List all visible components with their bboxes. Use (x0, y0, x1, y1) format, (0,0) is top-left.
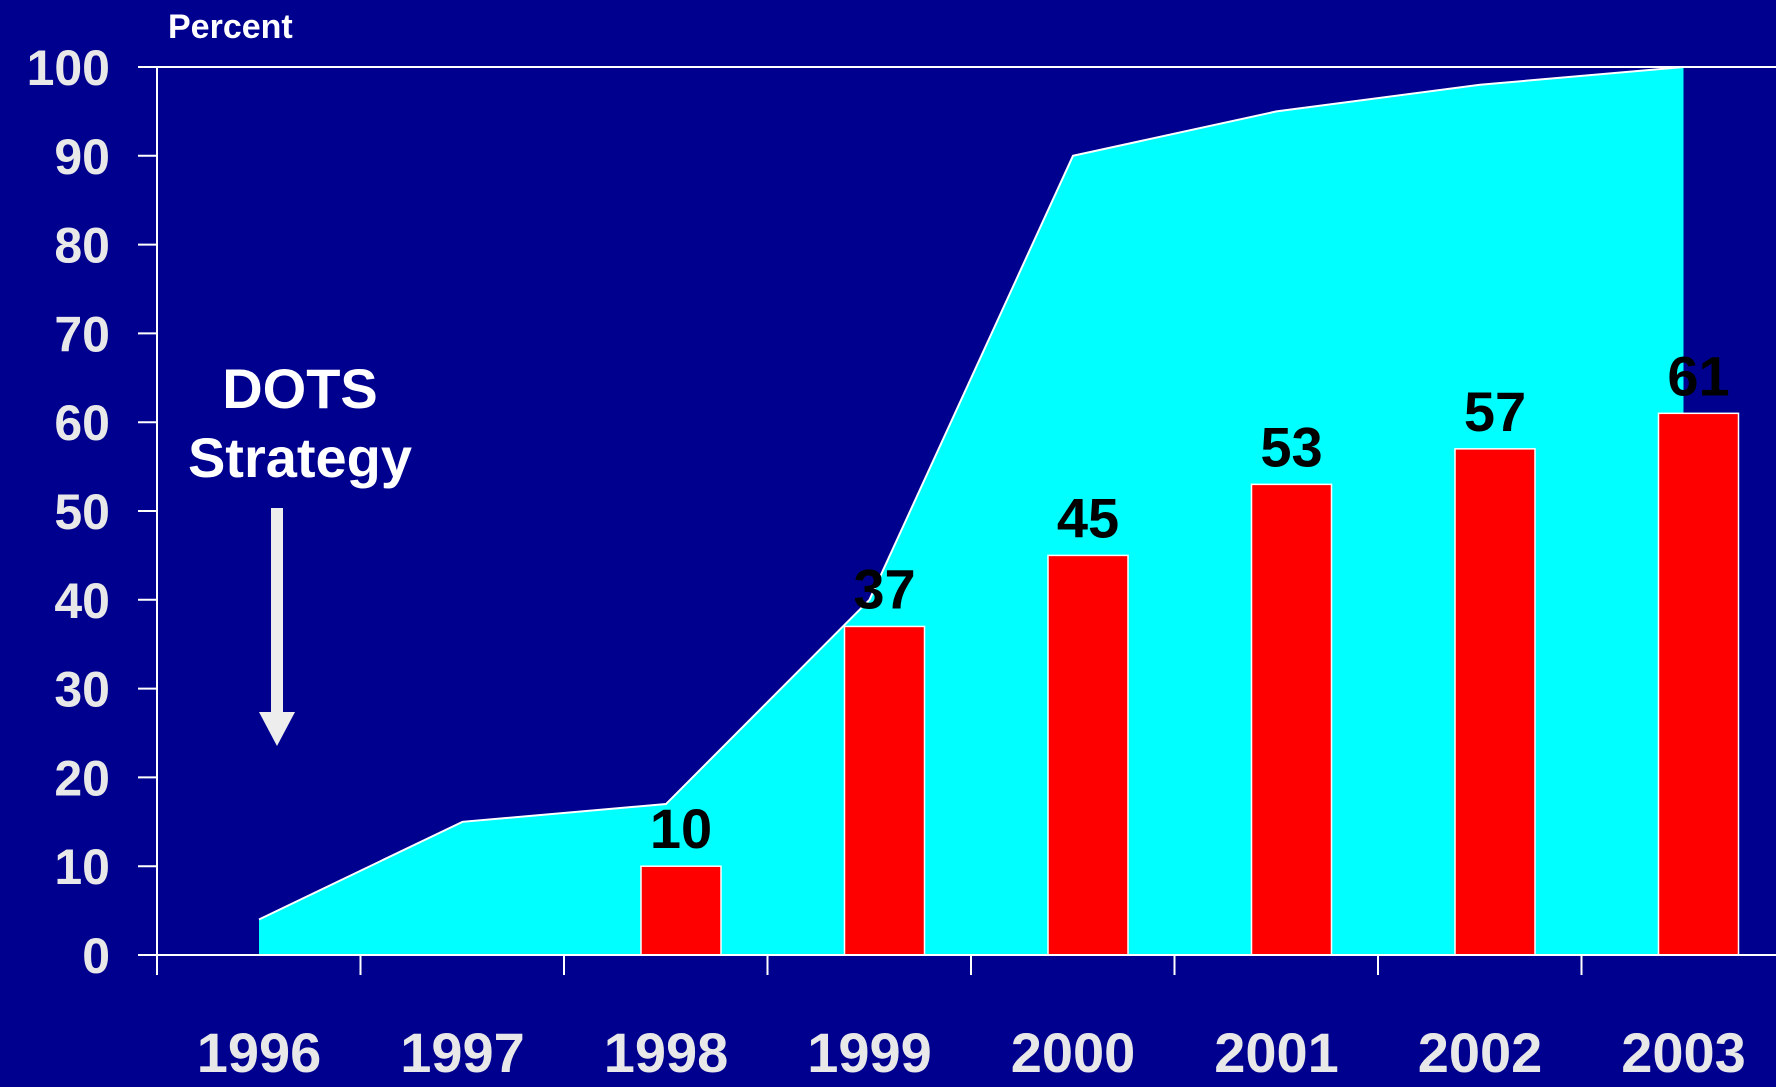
x-tick-label-1999: 1999 (807, 1021, 932, 1082)
y-tick-label-100: 100 (27, 40, 110, 96)
data-label-1998: 10 (650, 797, 712, 860)
y-axis-title: Percent (168, 8, 293, 46)
y-tick-label-20: 20 (54, 750, 110, 806)
x-tick-label-2002: 2002 (1418, 1021, 1543, 1082)
y-tick-label-60: 60 (54, 395, 110, 451)
x-tick-label-2003: 2003 (1621, 1021, 1746, 1082)
y-tick-label-0: 0 (82, 928, 110, 984)
data-label-2000: 45 (1057, 486, 1119, 549)
annotation-strategy: Strategy (188, 426, 412, 489)
bar-2001 (1250, 483, 1333, 956)
bar-2002 (1454, 448, 1536, 956)
bar-1998 (640, 865, 722, 956)
y-tick-label-90: 90 (54, 129, 110, 185)
y-tick-label-30: 30 (54, 662, 110, 718)
y-tick-label-40: 40 (54, 573, 110, 629)
data-label-2001: 53 (1260, 415, 1322, 478)
y-tick-label-50: 50 (54, 484, 110, 540)
x-tick-label-1998: 1998 (604, 1021, 729, 1082)
y-tick-label-10: 10 (54, 839, 110, 895)
annotation-arrow (259, 508, 295, 746)
bar-2003 (1657, 412, 1740, 956)
x-tick-label-1996: 1996 (197, 1021, 322, 1082)
area-series-outline (258, 66, 1684, 921)
y-tick-label-80: 80 (54, 218, 110, 274)
x-tick-label-2000: 2000 (1011, 1021, 1136, 1082)
data-label-2002: 57 (1464, 380, 1526, 443)
annotation-dots: DOTS (222, 357, 378, 420)
y-tick-label-70: 70 (54, 306, 110, 362)
bar-1999 (843, 625, 926, 956)
bar-2000 (1047, 554, 1129, 956)
x-tick-label-2001: 2001 (1214, 1021, 1339, 1082)
data-label-2003: 61 (1667, 344, 1729, 407)
data-label-1999: 37 (853, 557, 915, 620)
x-tick-label-1997: 1997 (400, 1021, 525, 1082)
